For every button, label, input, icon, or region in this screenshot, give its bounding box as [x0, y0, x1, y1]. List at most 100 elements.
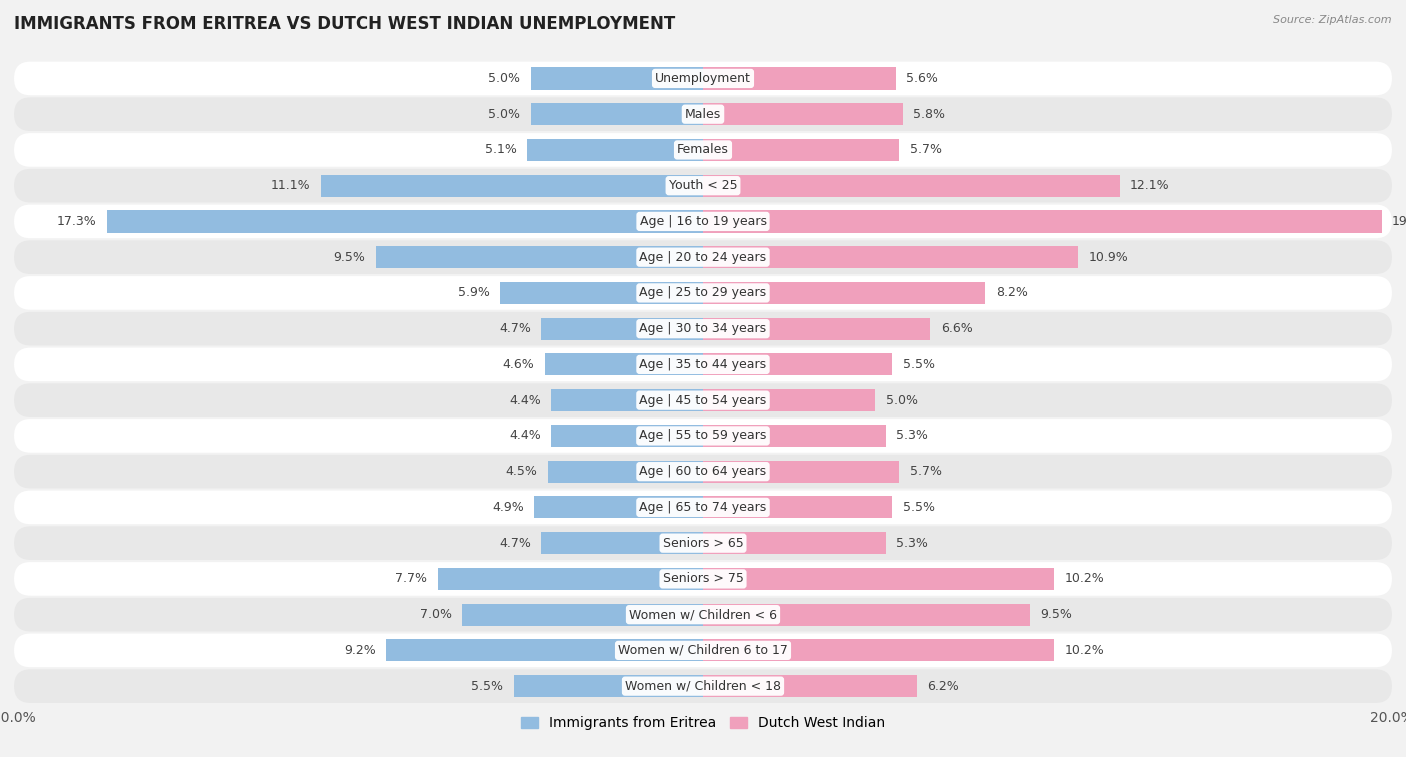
- Text: Females: Females: [678, 143, 728, 157]
- Text: 4.9%: 4.9%: [492, 501, 524, 514]
- Text: 5.5%: 5.5%: [471, 680, 503, 693]
- Bar: [703, 210, 1382, 232]
- Text: 5.7%: 5.7%: [910, 465, 942, 478]
- Bar: [703, 640, 1054, 662]
- Bar: [499, 282, 703, 304]
- Text: 4.7%: 4.7%: [499, 537, 531, 550]
- Bar: [703, 532, 886, 554]
- FancyBboxPatch shape: [14, 98, 1392, 131]
- Text: 5.6%: 5.6%: [907, 72, 938, 85]
- FancyBboxPatch shape: [14, 562, 1392, 596]
- Bar: [531, 103, 703, 125]
- Text: Males: Males: [685, 107, 721, 120]
- Bar: [551, 389, 703, 411]
- Bar: [107, 210, 703, 232]
- Bar: [513, 675, 703, 697]
- Bar: [703, 389, 875, 411]
- Text: Age | 65 to 74 years: Age | 65 to 74 years: [640, 501, 766, 514]
- Bar: [437, 568, 703, 590]
- Text: 17.3%: 17.3%: [58, 215, 97, 228]
- Bar: [551, 425, 703, 447]
- Text: 5.5%: 5.5%: [903, 358, 935, 371]
- FancyBboxPatch shape: [14, 169, 1392, 202]
- Bar: [531, 67, 703, 89]
- FancyBboxPatch shape: [14, 598, 1392, 631]
- Bar: [703, 425, 886, 447]
- FancyBboxPatch shape: [14, 61, 1392, 95]
- Text: Age | 30 to 34 years: Age | 30 to 34 years: [640, 322, 766, 335]
- FancyBboxPatch shape: [14, 347, 1392, 382]
- Text: 9.5%: 9.5%: [333, 251, 366, 263]
- Text: Seniors > 65: Seniors > 65: [662, 537, 744, 550]
- Bar: [703, 497, 893, 519]
- Text: 9.5%: 9.5%: [1040, 608, 1073, 621]
- Bar: [527, 139, 703, 161]
- Bar: [703, 175, 1119, 197]
- Bar: [703, 675, 917, 697]
- Bar: [703, 603, 1031, 626]
- FancyBboxPatch shape: [14, 419, 1392, 453]
- Text: Age | 55 to 59 years: Age | 55 to 59 years: [640, 429, 766, 442]
- FancyBboxPatch shape: [14, 383, 1392, 417]
- Text: 4.4%: 4.4%: [509, 394, 541, 407]
- Text: Women w/ Children < 18: Women w/ Children < 18: [626, 680, 780, 693]
- FancyBboxPatch shape: [14, 312, 1392, 345]
- Text: 4.7%: 4.7%: [499, 322, 531, 335]
- Text: 4.5%: 4.5%: [506, 465, 537, 478]
- Bar: [321, 175, 703, 197]
- Text: 5.1%: 5.1%: [485, 143, 517, 157]
- FancyBboxPatch shape: [14, 634, 1392, 667]
- Text: 10.2%: 10.2%: [1064, 644, 1105, 657]
- Text: 5.3%: 5.3%: [896, 429, 928, 442]
- Bar: [375, 246, 703, 268]
- Bar: [703, 568, 1054, 590]
- Text: Age | 45 to 54 years: Age | 45 to 54 years: [640, 394, 766, 407]
- Text: Youth < 25: Youth < 25: [669, 179, 737, 192]
- FancyBboxPatch shape: [14, 241, 1392, 274]
- Text: 6.6%: 6.6%: [941, 322, 973, 335]
- Bar: [703, 318, 931, 340]
- Text: 9.2%: 9.2%: [344, 644, 375, 657]
- Text: 12.1%: 12.1%: [1130, 179, 1170, 192]
- Text: Source: ZipAtlas.com: Source: ZipAtlas.com: [1274, 15, 1392, 25]
- FancyBboxPatch shape: [14, 455, 1392, 488]
- Text: Age | 20 to 24 years: Age | 20 to 24 years: [640, 251, 766, 263]
- FancyBboxPatch shape: [14, 276, 1392, 310]
- Text: Age | 25 to 29 years: Age | 25 to 29 years: [640, 286, 766, 300]
- Bar: [703, 460, 900, 483]
- Text: 5.5%: 5.5%: [903, 501, 935, 514]
- Bar: [703, 139, 900, 161]
- Text: 4.6%: 4.6%: [502, 358, 534, 371]
- Text: 5.7%: 5.7%: [910, 143, 942, 157]
- FancyBboxPatch shape: [14, 204, 1392, 238]
- Bar: [541, 532, 703, 554]
- Text: 5.0%: 5.0%: [488, 107, 520, 120]
- Text: Seniors > 75: Seniors > 75: [662, 572, 744, 585]
- Bar: [703, 282, 986, 304]
- Bar: [541, 318, 703, 340]
- Text: Unemployment: Unemployment: [655, 72, 751, 85]
- Text: Women w/ Children 6 to 17: Women w/ Children 6 to 17: [619, 644, 787, 657]
- Bar: [534, 497, 703, 519]
- Text: 6.2%: 6.2%: [927, 680, 959, 693]
- Text: Age | 60 to 64 years: Age | 60 to 64 years: [640, 465, 766, 478]
- Text: 4.4%: 4.4%: [509, 429, 541, 442]
- FancyBboxPatch shape: [14, 526, 1392, 560]
- Text: 5.8%: 5.8%: [912, 107, 945, 120]
- Bar: [703, 103, 903, 125]
- Text: Women w/ Children < 6: Women w/ Children < 6: [628, 608, 778, 621]
- Text: 10.2%: 10.2%: [1064, 572, 1105, 585]
- Text: IMMIGRANTS FROM ERITREA VS DUTCH WEST INDIAN UNEMPLOYMENT: IMMIGRANTS FROM ERITREA VS DUTCH WEST IN…: [14, 15, 675, 33]
- Text: Age | 35 to 44 years: Age | 35 to 44 years: [640, 358, 766, 371]
- Text: 7.0%: 7.0%: [419, 608, 451, 621]
- Bar: [544, 354, 703, 375]
- Text: 11.1%: 11.1%: [271, 179, 311, 192]
- Bar: [461, 603, 703, 626]
- Text: 5.0%: 5.0%: [488, 72, 520, 85]
- FancyBboxPatch shape: [14, 133, 1392, 167]
- Text: 7.7%: 7.7%: [395, 572, 427, 585]
- Text: Age | 16 to 19 years: Age | 16 to 19 years: [640, 215, 766, 228]
- Bar: [548, 460, 703, 483]
- Bar: [387, 640, 703, 662]
- Text: 5.0%: 5.0%: [886, 394, 918, 407]
